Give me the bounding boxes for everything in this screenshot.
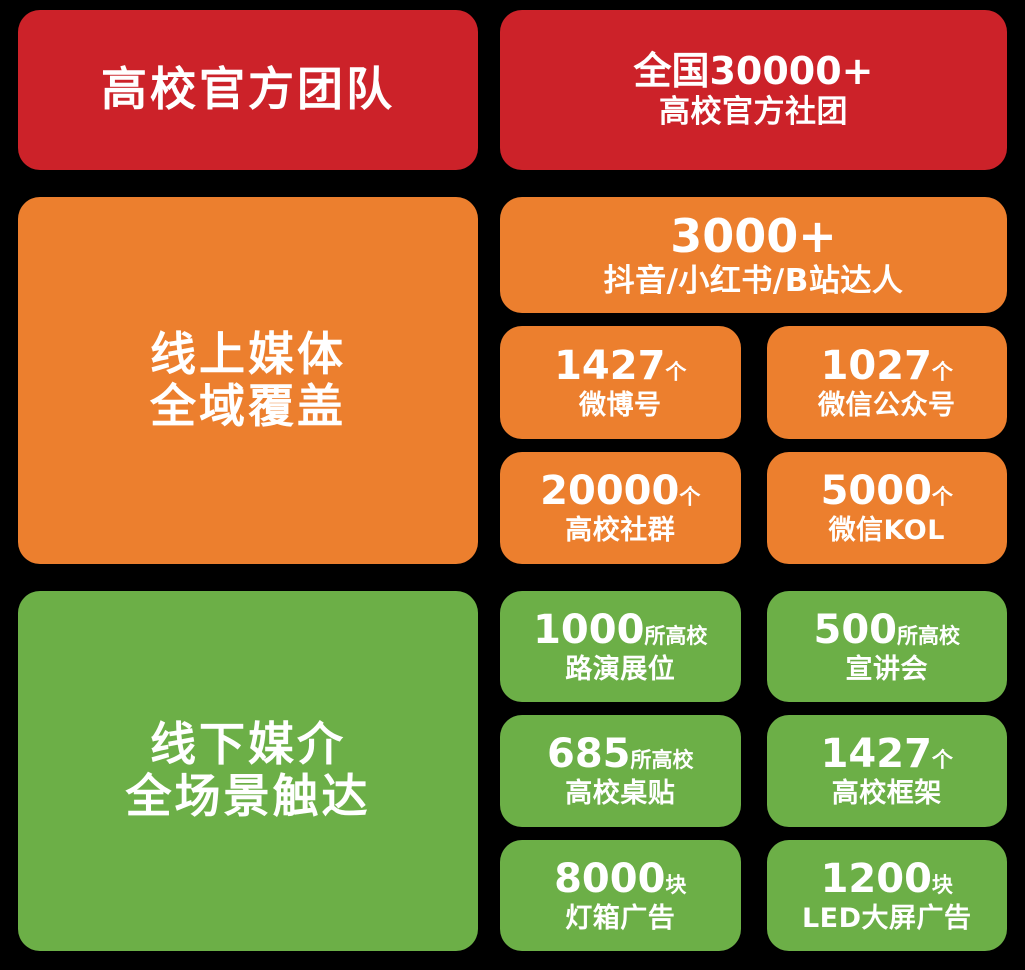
stat-label: 微信公众号 bbox=[818, 389, 956, 421]
section-offline-media-left: 线下媒介 全场景触达 bbox=[18, 591, 478, 951]
stat-number-value: 685 bbox=[547, 731, 631, 778]
stat-number-value: 8000 bbox=[554, 855, 666, 902]
section-label-offline-media[interactable]: 线下媒介 全场景触达 bbox=[18, 591, 478, 951]
stat-card-led-screen-ads[interactable]: 1200块 LED大屏广告 bbox=[766, 839, 1007, 951]
stat-unit: 所高校 bbox=[644, 624, 708, 649]
stat-card-desk-stickers[interactable]: 685所高校 高校桌贴 bbox=[500, 715, 741, 827]
stat-label: 微博号 bbox=[579, 389, 662, 421]
stat-label: 路演展位 bbox=[565, 653, 676, 685]
stat-label: 抖音/小红书/B站达人 bbox=[603, 263, 904, 300]
section-official-team-right: 全国30000+ 高校官方社团 bbox=[500, 10, 1007, 170]
stat-row-online-2: 20000个 高校社群 5000个 微信KOL bbox=[500, 451, 1007, 564]
stat-card-wechat-kol[interactable]: 5000个 微信KOL bbox=[766, 451, 1007, 564]
stat-card-info-sessions[interactable]: 500所高校 宣讲会 bbox=[766, 591, 1007, 703]
stat-number: 1200块 bbox=[820, 855, 953, 902]
section-label-text: 高校官方团队 bbox=[101, 62, 395, 117]
stat-number: 全国30000+ bbox=[633, 49, 874, 94]
stat-row-offline-2: 685所高校 高校桌贴 1427个 高校框架 bbox=[500, 715, 1007, 827]
section-online-media-left: 线上媒体 全域覆盖 bbox=[18, 197, 478, 564]
stat-label: LED大屏广告 bbox=[801, 902, 972, 934]
section-offline-media-right: 1000所高校 路演展位 500所高校 宣讲会 685所高校 高校桌贴 bbox=[500, 591, 1007, 951]
section-label-line2: 全域覆盖 bbox=[150, 378, 346, 433]
stat-number: 1427个 bbox=[821, 732, 953, 777]
stat-unit: 个 bbox=[931, 748, 953, 773]
stat-label: 灯箱广告 bbox=[565, 902, 676, 934]
section-label-online-media[interactable]: 线上媒体 全域覆盖 bbox=[18, 197, 478, 564]
stat-number-value: 1427 bbox=[820, 731, 932, 778]
stat-label: 微信KOL bbox=[828, 515, 945, 547]
stat-card-campus-frames[interactable]: 1427个 高校框架 bbox=[766, 715, 1007, 827]
stat-row-offline-3: 8000块 灯箱广告 1200块 LED大屏广告 bbox=[500, 839, 1007, 951]
stat-number: 500所高校 bbox=[814, 608, 961, 653]
section-official-team: 高校官方团队 全国30000+ 高校官方社团 bbox=[18, 10, 1007, 170]
stat-label: 宣讲会 bbox=[845, 653, 928, 685]
stat-unit: 个 bbox=[931, 485, 953, 510]
stat-unit: 块 bbox=[665, 872, 687, 897]
stat-unit: 所高校 bbox=[897, 624, 960, 649]
stat-unit: 所高校 bbox=[630, 748, 694, 773]
stat-card-national-clubs[interactable]: 全国30000+ 高校官方社团 bbox=[500, 10, 1007, 170]
stat-unit: 个 bbox=[665, 359, 687, 384]
stat-number-value: 500 bbox=[813, 607, 898, 654]
section-offline-media: 线下媒介 全场景触达 1000所高校 路演展位 500所高校 宣讲会 bbox=[18, 591, 1007, 951]
stat-card-campus-groups[interactable]: 20000个 高校社群 bbox=[500, 451, 741, 564]
stat-card-wechat-official-accounts[interactable]: 1027个 微信公众号 bbox=[766, 326, 1007, 439]
section-online-media-right: 3000+ 抖音/小红书/B站达人 1427个 微博号 1027个 微信公众号 bbox=[500, 197, 1007, 564]
stat-number: 3000+ bbox=[670, 208, 837, 263]
stat-number: 1427个 bbox=[554, 342, 687, 389]
stat-number: 5000个 bbox=[821, 469, 953, 514]
stat-number-value: 1000 bbox=[533, 607, 645, 654]
section-label-line1: 线上媒体 bbox=[150, 326, 346, 381]
stat-label: 高校框架 bbox=[831, 778, 942, 810]
stat-unit: 个 bbox=[679, 485, 701, 510]
stat-label: 高校官方社团 bbox=[659, 93, 848, 130]
section-label-official-team[interactable]: 高校官方团队 bbox=[18, 10, 478, 170]
stat-unit: 块 bbox=[931, 872, 953, 897]
stat-number: 1027个 bbox=[820, 342, 953, 389]
stat-number: 8000块 bbox=[554, 855, 687, 902]
stat-number: 1000所高校 bbox=[533, 608, 707, 653]
stat-number-value: 1027 bbox=[820, 342, 932, 389]
section-label-line2: 全场景触达 bbox=[125, 769, 371, 823]
stat-label: 高校社群 bbox=[565, 515, 676, 547]
stat-card-kol-influencers[interactable]: 3000+ 抖音/小红书/B站达人 bbox=[500, 197, 1007, 313]
stat-row-offline-1: 1000所高校 路演展位 500所高校 宣讲会 bbox=[500, 591, 1007, 703]
stat-number-value: 5000 bbox=[820, 468, 932, 515]
stat-row-online-1: 1427个 微博号 1027个 微信公众号 bbox=[500, 326, 1007, 439]
stat-row-online-hero: 3000+ 抖音/小红书/B站达人 bbox=[500, 197, 1007, 313]
stat-card-roadshow-booths[interactable]: 1000所高校 路演展位 bbox=[500, 591, 741, 703]
section-online-media: 线上媒体 全域覆盖 3000+ 抖音/小红书/B站达人 1427个 微博号 bbox=[18, 197, 1007, 564]
stat-number-value: 1427 bbox=[554, 342, 666, 389]
stat-card-lightbox-ads[interactable]: 8000块 灯箱广告 bbox=[500, 839, 741, 951]
stat-number: 20000个 bbox=[540, 469, 700, 514]
stat-unit: 个 bbox=[931, 359, 953, 384]
section-official-team-left: 高校官方团队 bbox=[18, 10, 478, 170]
stat-number-value: 1200 bbox=[820, 855, 932, 902]
section-label-line1: 线下媒介 bbox=[150, 717, 346, 772]
stat-card-weibo-accounts[interactable]: 1427个 微博号 bbox=[500, 326, 741, 439]
stat-label: 高校桌贴 bbox=[565, 778, 676, 810]
stat-number: 685所高校 bbox=[547, 732, 694, 777]
stat-number-value: 20000 bbox=[540, 468, 680, 515]
